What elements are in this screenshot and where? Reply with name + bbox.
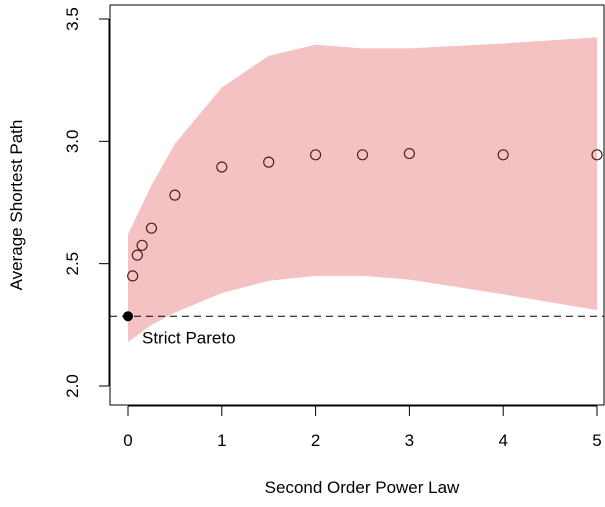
data-point <box>310 149 322 161</box>
data-point <box>216 161 228 173</box>
data-point <box>403 147 415 160</box>
x-axis-title: Second Order Power Law <box>265 478 460 497</box>
x-tick-label: 0 <box>123 431 132 450</box>
x-tick-label: 2 <box>311 431 320 450</box>
confidence-band <box>128 37 597 342</box>
y-tick-label: 3.0 <box>63 130 82 154</box>
data-point <box>145 222 158 234</box>
x-tick-label: 1 <box>217 431 226 450</box>
data-point <box>497 149 509 161</box>
data-point <box>127 270 139 282</box>
y-axis: 2.0 2.5 3.0 3.5 <box>63 7 110 398</box>
data-point <box>356 149 369 161</box>
x-tick-label: 4 <box>498 431 507 450</box>
data-point <box>136 239 148 251</box>
x-axis: 0 1 2 3 4 5 <box>123 405 602 450</box>
y-tick-label: 3.5 <box>63 7 82 31</box>
data-point <box>263 156 275 168</box>
plot-area-border <box>109 4 605 406</box>
reference-label: Strict Pareto <box>142 328 236 347</box>
data-point <box>169 189 181 201</box>
reference-point <box>123 311 133 322</box>
x-tick-label: 5 <box>592 431 601 450</box>
y-tick-label: 2.0 <box>63 374 82 398</box>
y-axis-title: Average Shortest Path <box>7 120 26 291</box>
y-tick-label: 2.5 <box>63 252 82 276</box>
data-point <box>591 149 603 161</box>
x-tick-label: 3 <box>405 431 414 450</box>
data-point <box>131 249 143 261</box>
data-points <box>127 147 603 282</box>
